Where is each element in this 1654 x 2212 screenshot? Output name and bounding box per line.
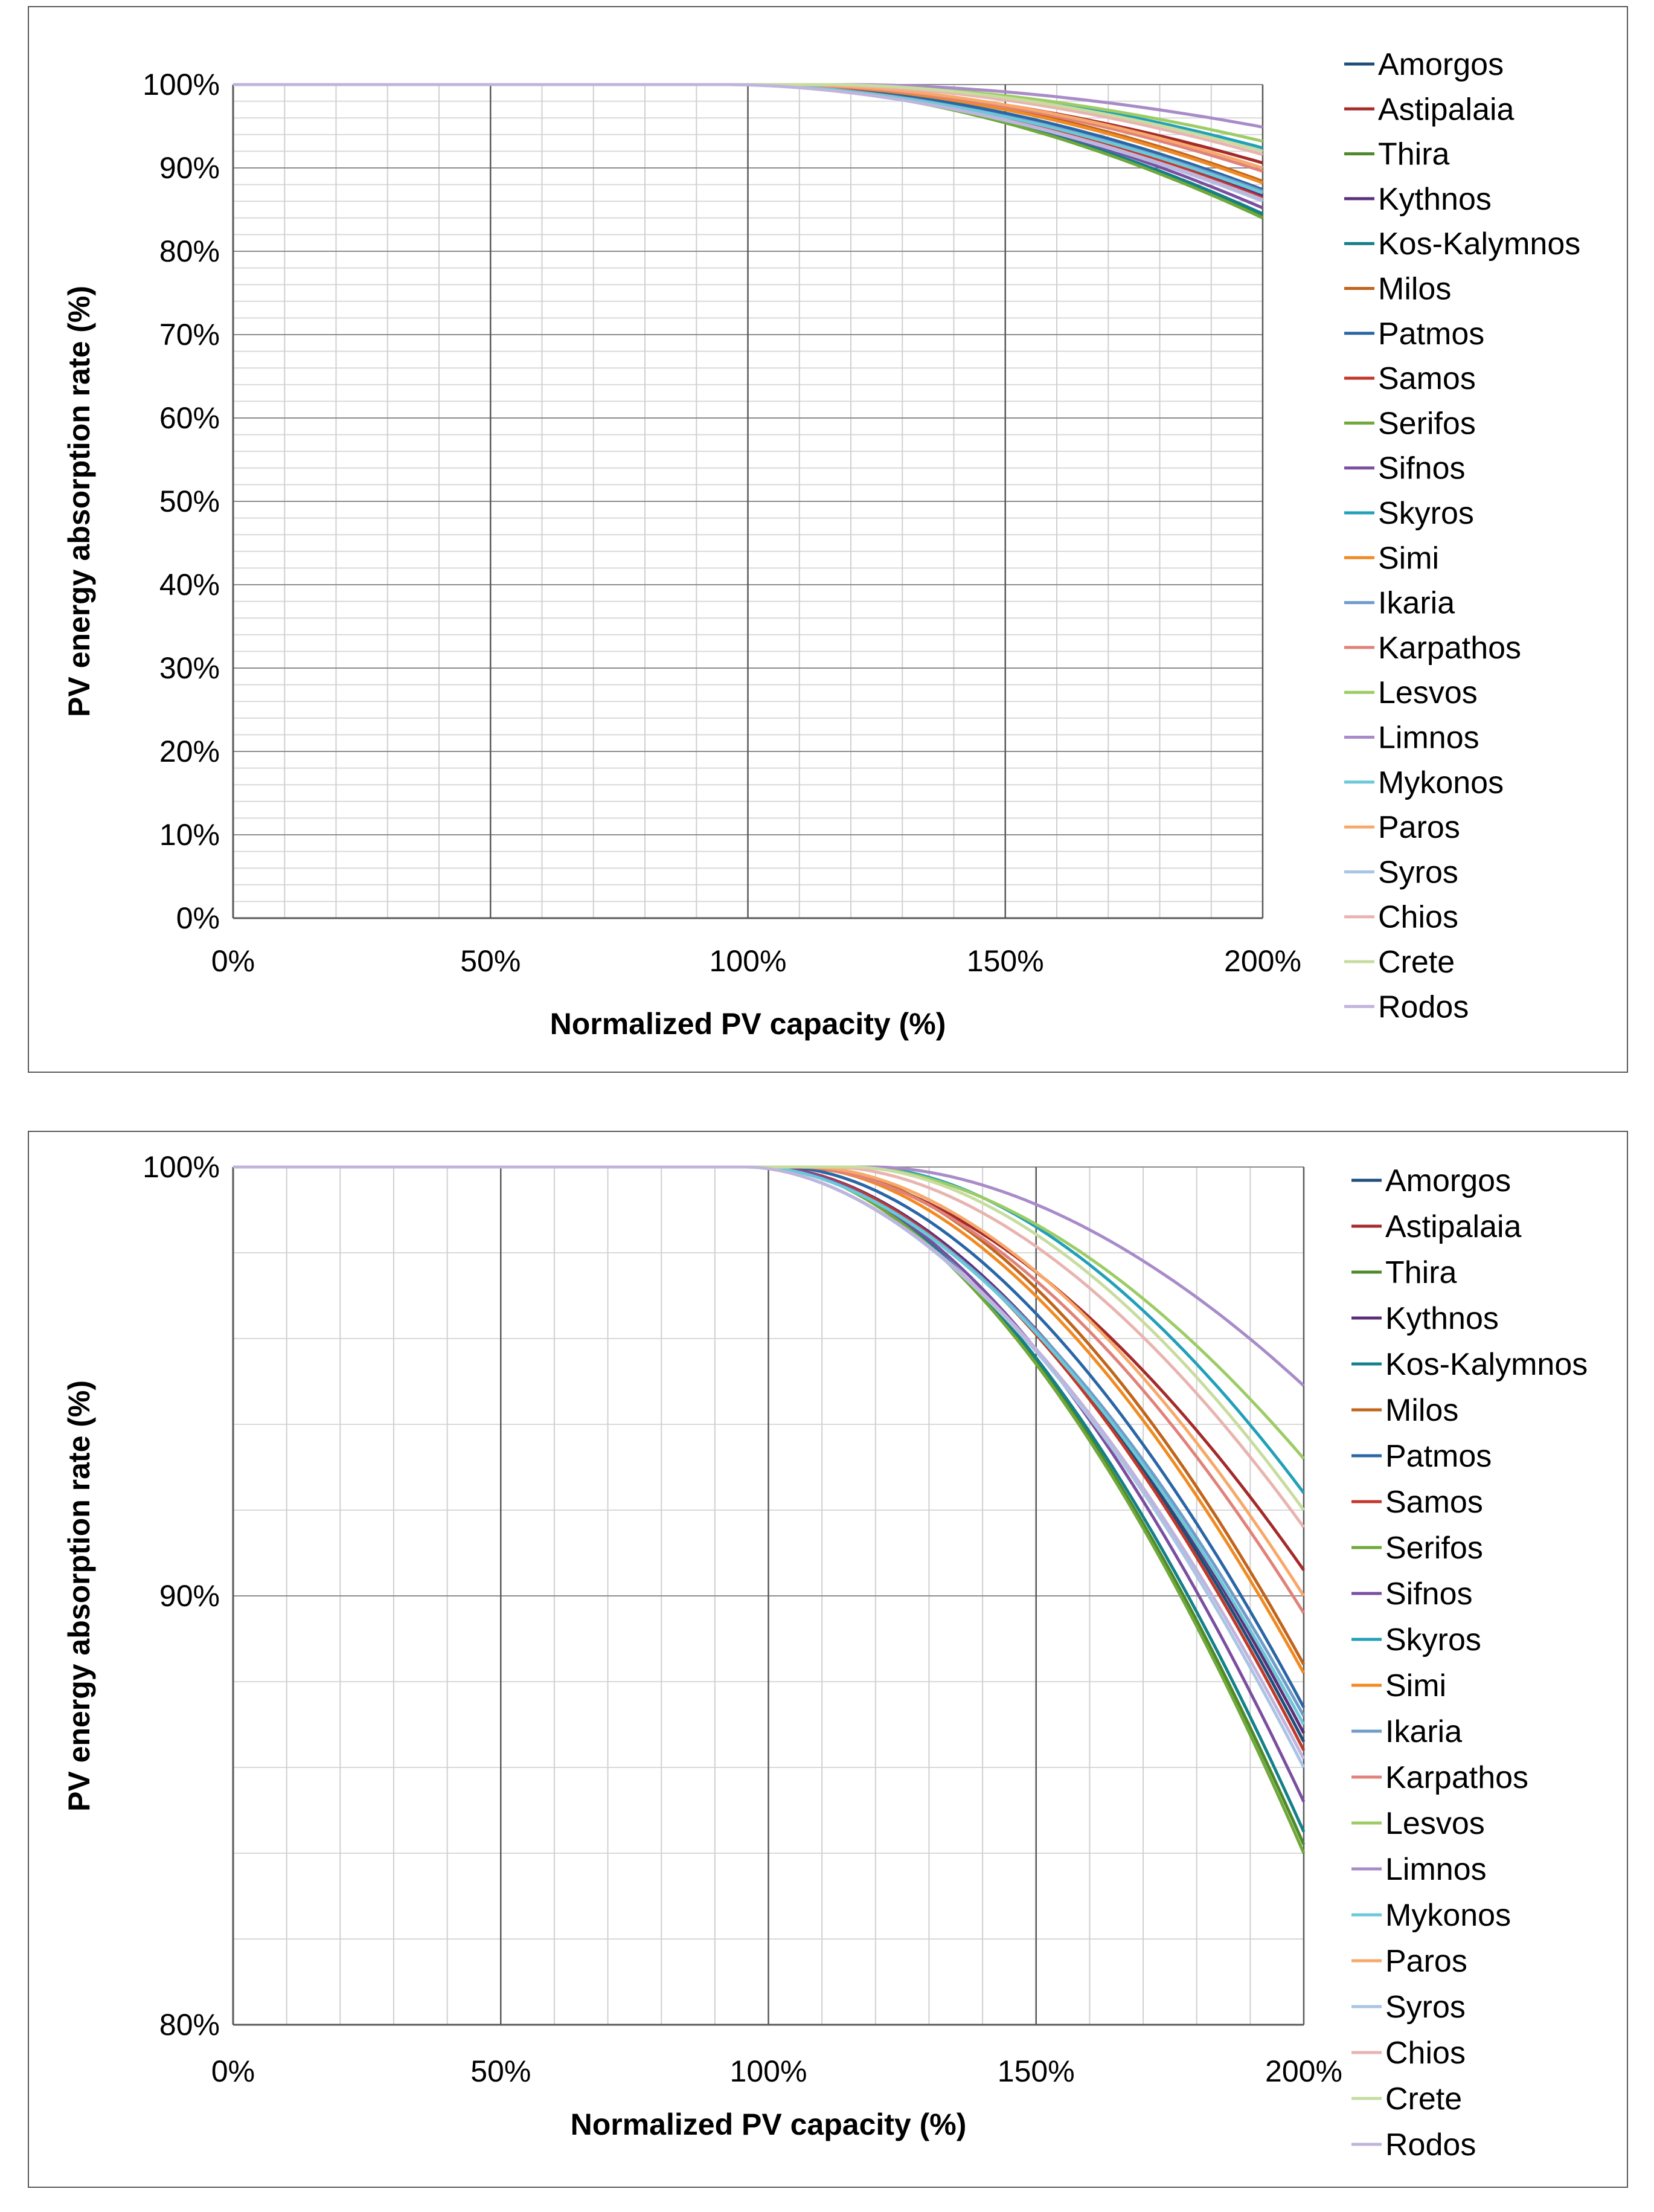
legend-label-paros: Paros bbox=[1378, 810, 1460, 845]
legend-label-ikaria: Ikaria bbox=[1385, 1714, 1462, 1749]
legend-label-crete: Crete bbox=[1385, 2082, 1462, 2117]
legend-label-crete: Crete bbox=[1378, 945, 1455, 980]
legend-label-mykonos: Mykonos bbox=[1385, 1898, 1511, 1933]
y-tick-label: 80% bbox=[159, 234, 220, 268]
legend-label-sifnos: Sifnos bbox=[1378, 451, 1466, 486]
y-tick-label: 100% bbox=[143, 68, 220, 101]
legend-label-chios: Chios bbox=[1385, 2036, 1466, 2071]
legend-label-rodos: Rodos bbox=[1378, 989, 1469, 1024]
y-axis-title: PV energy absorption rate (%) bbox=[62, 1380, 96, 1812]
legend-label-simi: Simi bbox=[1385, 1668, 1446, 1703]
x-tick-label: 100% bbox=[730, 2054, 807, 2088]
y-tick-label: 40% bbox=[159, 568, 220, 602]
x-tick-label: 0% bbox=[211, 2054, 255, 2088]
legend-label-skyros: Skyros bbox=[1385, 1622, 1481, 1657]
y-tick-label: 90% bbox=[159, 151, 220, 185]
legend-label-chios: Chios bbox=[1378, 900, 1458, 935]
legend-label-syros: Syros bbox=[1378, 855, 1458, 890]
y-tick-label: 20% bbox=[159, 735, 220, 768]
x-tick-label: 0% bbox=[211, 944, 255, 978]
legend-label-thira: Thira bbox=[1385, 1255, 1457, 1290]
x-axis-title: Normalized PV capacity (%) bbox=[571, 2108, 967, 2141]
chart-panel-full-range: 0% 10% 20% 30% 40% 50% 60% 70% 80% 90% 100% 0% 50% 10… bbox=[28, 6, 1628, 1073]
legend-label-kythnos: Kythnos bbox=[1378, 182, 1492, 217]
legend-label-ikaria: Ikaria bbox=[1378, 586, 1455, 621]
series-line-rodos bbox=[233, 1165, 1306, 1760]
y-tick-label: 30% bbox=[159, 651, 220, 685]
x-tick-label: 200% bbox=[1265, 2054, 1342, 2088]
legend-label-rodos: Rodos bbox=[1385, 2127, 1476, 2162]
legend-label-samos: Samos bbox=[1385, 1485, 1483, 1520]
legend-label-amorgos: Amorgos bbox=[1385, 1163, 1511, 1198]
x-tick-label: 150% bbox=[967, 944, 1044, 978]
legend-label-lesvos: Lesvos bbox=[1385, 1806, 1485, 1841]
legend-label-astipalaia: Astipalaia bbox=[1378, 92, 1515, 127]
x-tick-label: 50% bbox=[470, 2054, 531, 2088]
y-tick-label: 50% bbox=[159, 484, 220, 518]
x-tick-label: 100% bbox=[710, 944, 787, 978]
legend-label-kos-kalymnos: Kos-Kalymnos bbox=[1378, 227, 1580, 262]
legend-label-karpathos: Karpathos bbox=[1385, 1760, 1528, 1795]
x-tick-label: 50% bbox=[460, 944, 521, 978]
y-tick-label: 90% bbox=[159, 1579, 220, 1613]
legend-label-patmos: Patmos bbox=[1385, 1439, 1492, 1474]
y-tick-label: 100% bbox=[143, 1150, 220, 1184]
chart-full-range: 0% 10% 20% 30% 40% 50% 60% 70% 80% 90% 100% 0% 50% 10… bbox=[62, 47, 1580, 1041]
legend-label-kos-kalymnos: Kos-Kalymnos bbox=[1385, 1347, 1588, 1382]
legend-label-milos: Milos bbox=[1378, 272, 1451, 307]
legend-label-skyros: Skyros bbox=[1378, 496, 1474, 531]
legend-label-serifos: Serifos bbox=[1378, 406, 1476, 441]
legend-label-lesvos: Lesvos bbox=[1378, 675, 1478, 710]
y-tick-label: 10% bbox=[159, 818, 220, 852]
chart-panel-zoomed: 80% 90% 100% 0% 50% 100% 150% 200% Normalized PV… bbox=[28, 1131, 1628, 2188]
y-tick-label: 80% bbox=[159, 2008, 220, 2042]
x-axis-title: Normalized PV capacity (%) bbox=[550, 1007, 946, 1041]
legend-label-karpathos: Karpathos bbox=[1378, 631, 1521, 666]
x-tick-label: 150% bbox=[998, 2054, 1075, 2088]
legend-label-simi: Simi bbox=[1378, 541, 1439, 576]
y-axis-title: PV energy absorption rate (%) bbox=[62, 286, 96, 717]
legend-label-samos: Samos bbox=[1378, 361, 1476, 396]
legend-label-thira: Thira bbox=[1378, 137, 1450, 172]
y-tick-label: 0% bbox=[176, 901, 220, 935]
y-tick-label: 70% bbox=[159, 318, 220, 352]
legend-label-syros: Syros bbox=[1385, 1990, 1466, 2025]
legend-label-limnos: Limnos bbox=[1385, 1852, 1487, 1887]
y-tick-label: 60% bbox=[159, 401, 220, 435]
legend-label-milos: Milos bbox=[1385, 1393, 1458, 1428]
legend-label-astipalaia: Astipalaia bbox=[1385, 1209, 1522, 1244]
legend-label-mykonos: Mykonos bbox=[1378, 765, 1504, 800]
legend-label-patmos: Patmos bbox=[1378, 317, 1484, 352]
legend-label-kythnos: Kythnos bbox=[1385, 1301, 1499, 1336]
legend-label-limnos: Limnos bbox=[1378, 721, 1479, 756]
legend-label-amorgos: Amorgos bbox=[1378, 47, 1504, 82]
legend-label-sifnos: Sifnos bbox=[1385, 1577, 1473, 1612]
series-line-rodos bbox=[233, 83, 1263, 201]
chart-zoomed: 80% 90% 100% 0% 50% 100% 150% 200% Normalized PV… bbox=[62, 1150, 1588, 2162]
legend-label-paros: Paros bbox=[1385, 1944, 1467, 1979]
legend-label-serifos: Serifos bbox=[1385, 1531, 1483, 1566]
x-tick-label: 200% bbox=[1224, 944, 1301, 978]
